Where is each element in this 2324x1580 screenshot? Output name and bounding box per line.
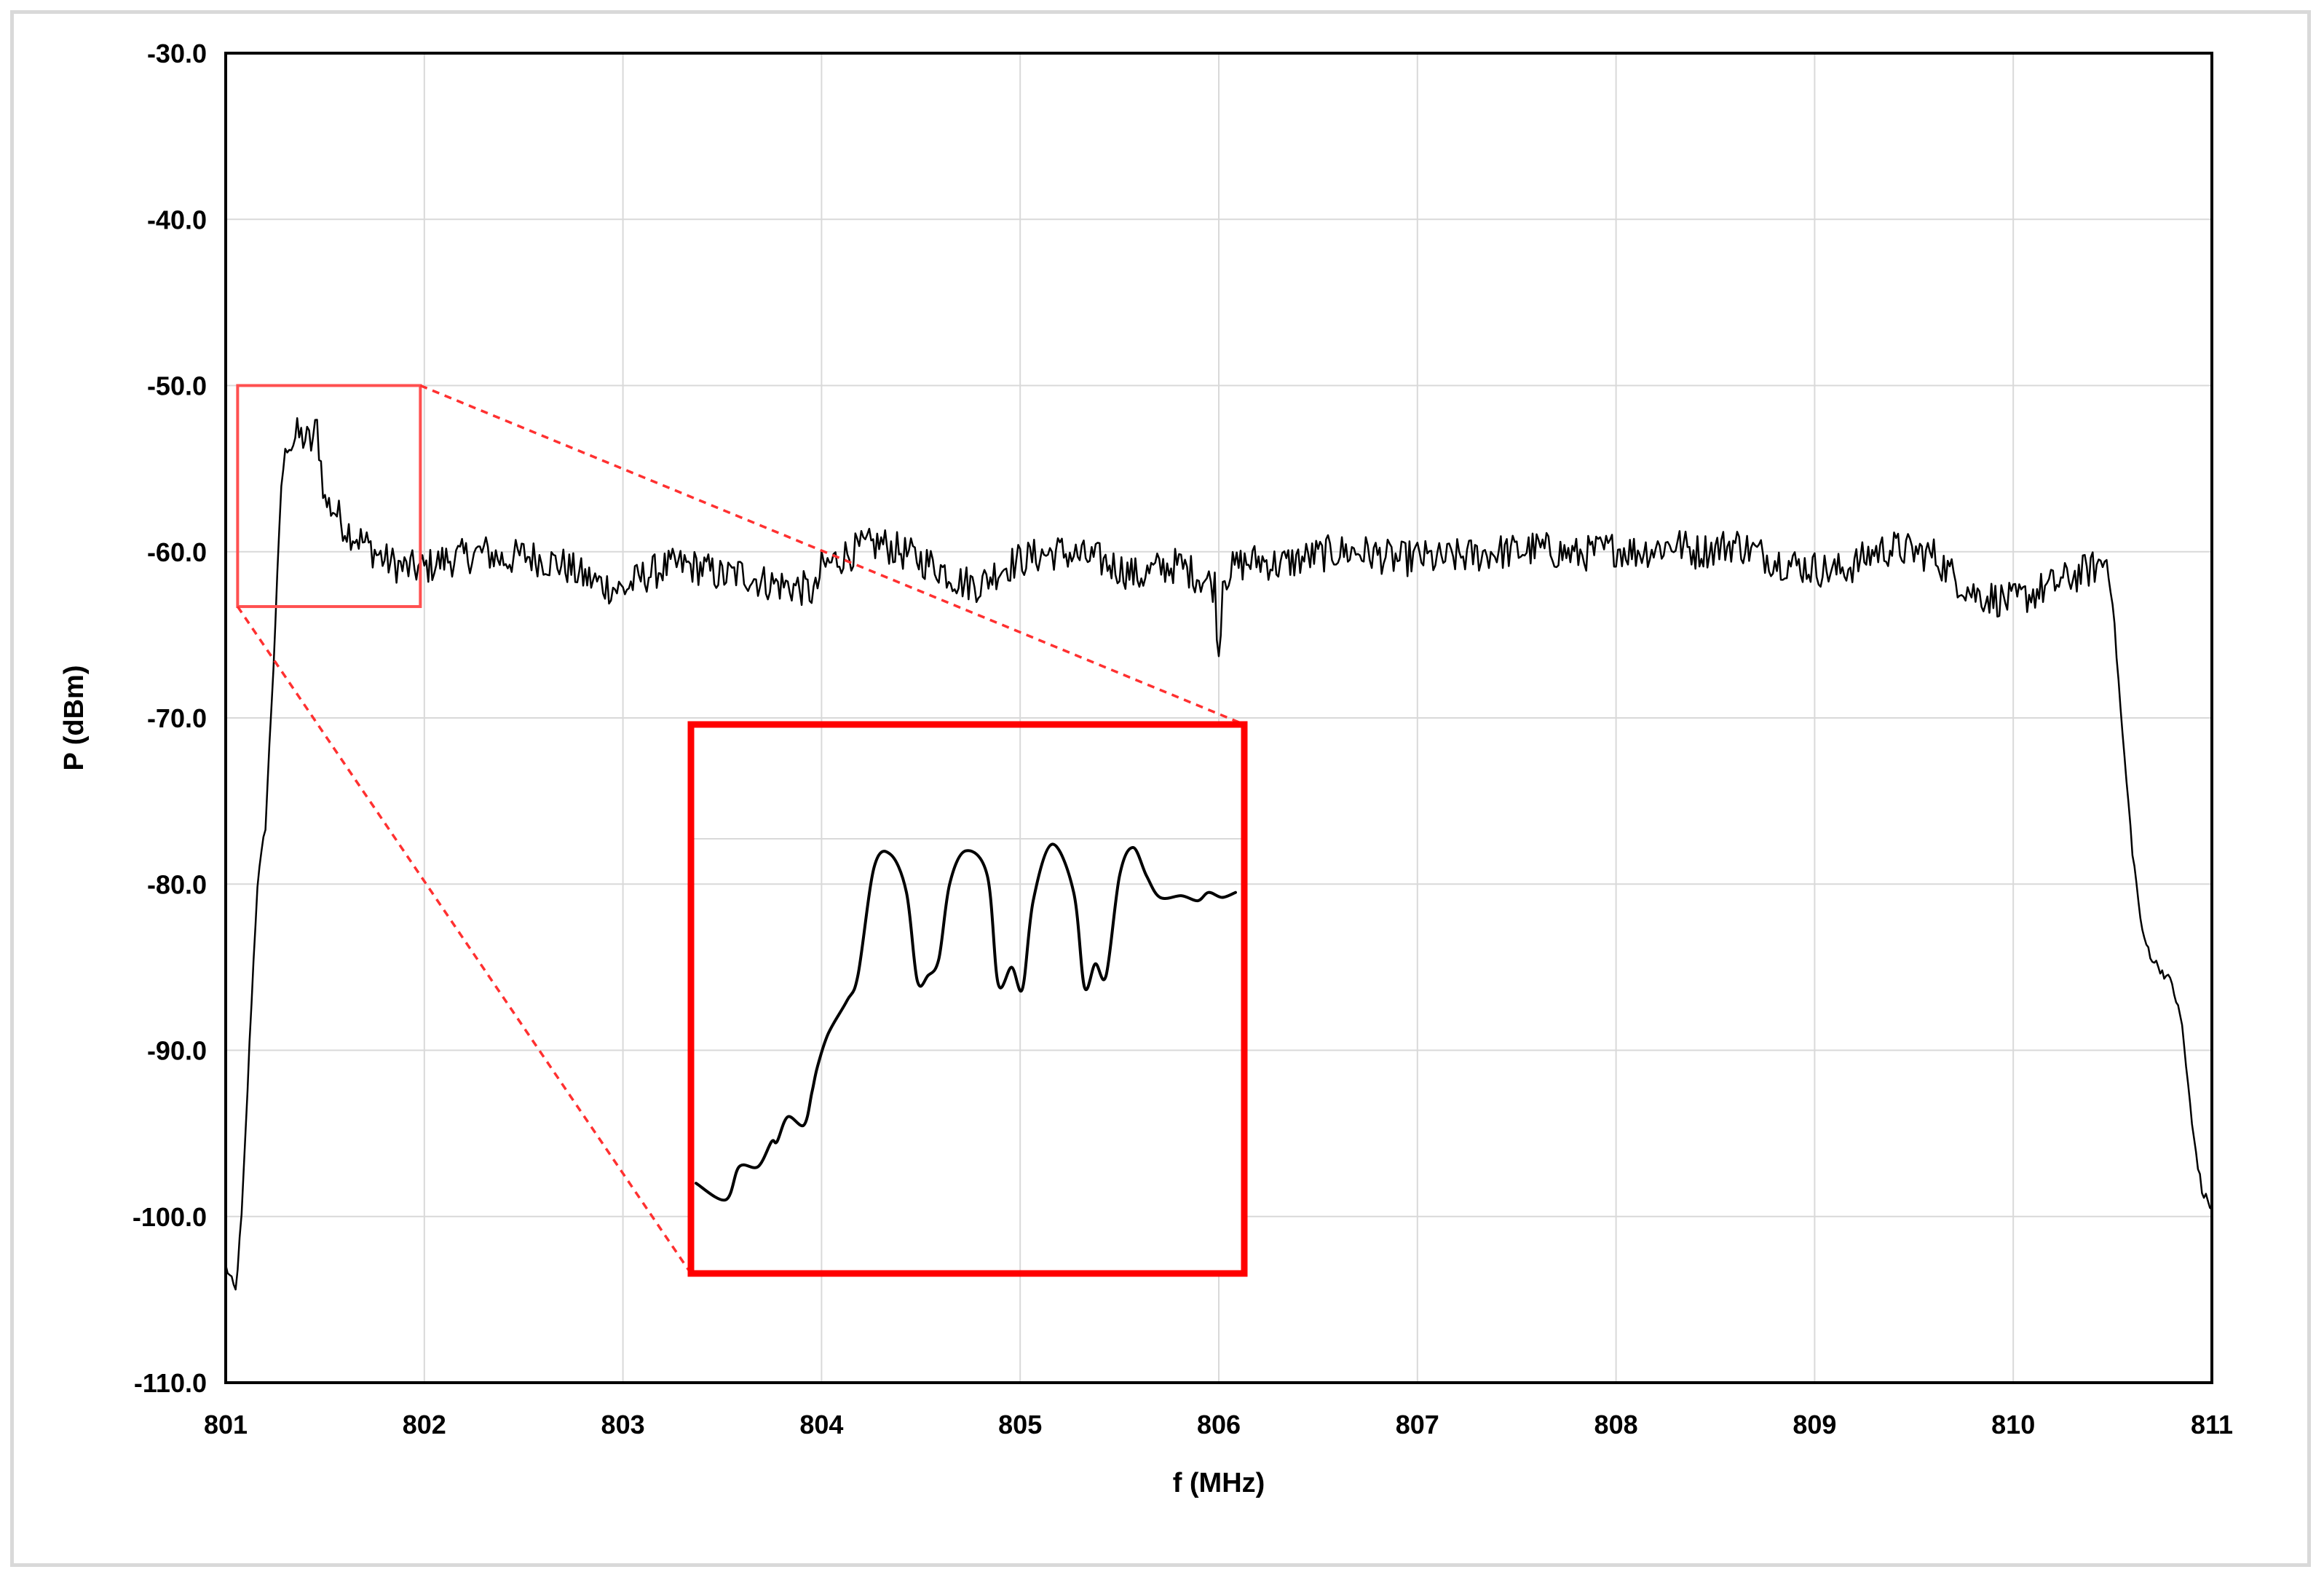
x-tick-label: 807	[1396, 1410, 1439, 1439]
x-tick-label: 802	[403, 1410, 446, 1439]
x-tick-label: 806	[1197, 1410, 1241, 1439]
y-tick-label: -40.0	[147, 205, 207, 234]
x-tick-label: 804	[799, 1410, 843, 1439]
x-axis-title: f (MHz)	[1173, 1468, 1265, 1498]
y-tick-label: -30.0	[147, 39, 207, 68]
x-tick-labels: 801 802 803 804 805 806 807 808 809 810 811	[204, 1410, 2233, 1439]
zoom-region-box	[236, 384, 422, 609]
x-tick-label: 808	[1594, 1410, 1638, 1439]
inset-background	[691, 724, 1244, 1273]
x-tick-label: 803	[601, 1410, 645, 1439]
y-tick-label: -50.0	[147, 371, 207, 401]
inset-grid-lines	[691, 724, 1244, 1273]
spectrum-series-line	[224, 416, 2213, 1291]
y-tick-label: -70.0	[147, 703, 207, 733]
plot-area-border	[224, 52, 2213, 1384]
x-tick-label: 809	[1793, 1410, 1836, 1439]
spectrum-chart: -30.0 -40.0 -50.0 -60.0 -70.0 -80.0 -90.0 -100.…	[59, 39, 2233, 1498]
y-tick-label: -110.0	[134, 1368, 207, 1398]
zoom-connector-top	[419, 384, 1245, 726]
x-tick-label: 811	[2191, 1410, 2233, 1439]
y-axis-title: P (dBm)	[59, 665, 90, 771]
x-tick-label: 810	[1991, 1410, 2035, 1439]
y-tick-labels: -30.0 -40.0 -50.0 -60.0 -70.0 -80.0 -90.0 -100.…	[133, 39, 207, 1398]
zoom-connector-bottom	[236, 606, 692, 1274]
inset-zoomed-series-line	[695, 842, 1237, 1202]
x-tick-label: 805	[998, 1410, 1042, 1439]
y-tick-label: -100.0	[133, 1202, 207, 1232]
y-tick-label: -90.0	[147, 1036, 207, 1066]
y-tick-label: -80.0	[147, 869, 207, 899]
inset-border	[687, 721, 1248, 1277]
x-tick-label: 801	[204, 1410, 248, 1439]
y-tick-label: -60.0	[147, 537, 207, 567]
chart-frame: -30.0 -40.0 -50.0 -60.0 -70.0 -80.0 -90.0 -100.…	[10, 10, 2311, 1567]
